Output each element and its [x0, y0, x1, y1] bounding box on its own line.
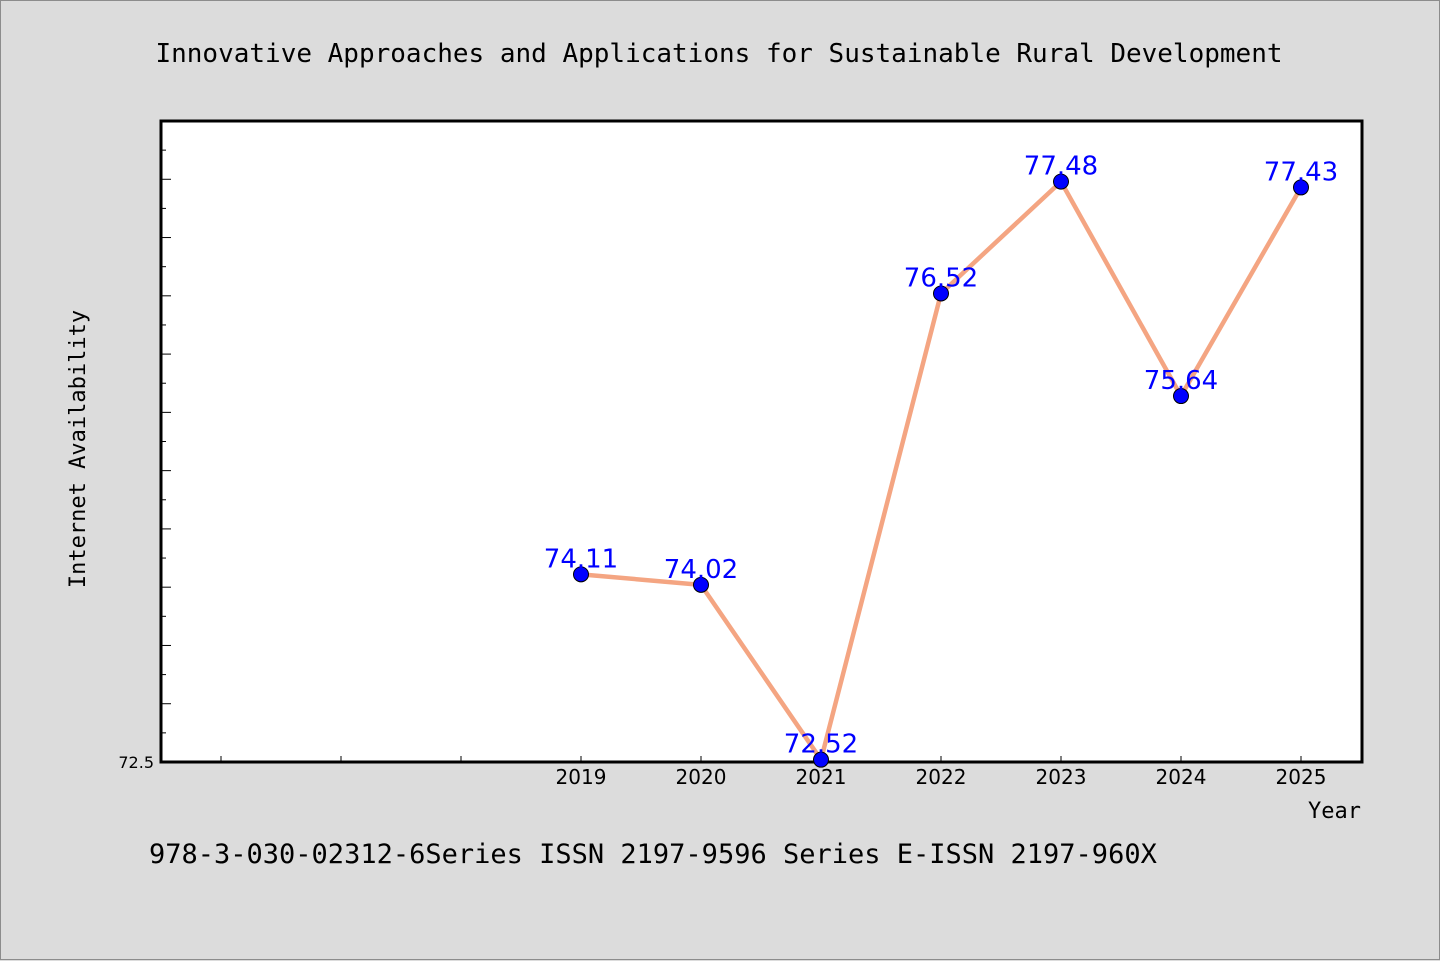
data-label: 74.02	[664, 555, 738, 585]
data-label: 72.52	[784, 730, 858, 760]
footer-text: 978-3-030-02312-6Series ISSN 2197-9596 S…	[149, 839, 1157, 870]
markers-group	[573, 173, 1309, 768]
data-label: 76.52	[904, 263, 978, 293]
x-tick-label: 2024	[1156, 765, 1207, 789]
data-point	[813, 751, 829, 768]
x-tick-label: 2019	[556, 765, 607, 789]
data-label: 77.48	[1024, 152, 1098, 182]
plot-area	[159, 119, 1364, 764]
data-point	[573, 566, 589, 583]
x-tick-label: 2025	[1276, 765, 1327, 789]
data-label: 75.64	[1144, 366, 1218, 396]
x-tick-label: 2022	[916, 765, 967, 789]
x-axis-label: Year	[1308, 799, 1361, 824]
x-tick-label: 2023	[1036, 765, 1087, 789]
data-point	[1293, 179, 1309, 196]
data-labels-group: 74.11 74.02 72.52 76.52 77.48 75.64 77.43	[544, 152, 1338, 760]
x-tick-labels: 2019 2020 2021 2022 2023 2024 2025	[556, 765, 1327, 789]
chart-title: Innovative Approaches and Applications f…	[155, 39, 1282, 69]
x-tick-label: 2021	[796, 765, 847, 789]
data-point	[933, 285, 949, 302]
data-point	[693, 576, 709, 593]
x-tick-label: 2020	[676, 765, 727, 789]
data-label: 77.43	[1264, 157, 1338, 187]
y-axis-ticks	[161, 120, 171, 763]
data-point	[1173, 388, 1189, 405]
data-label: 74.11	[544, 544, 618, 574]
y-axis-label: Internet Availability	[66, 310, 91, 588]
data-point	[1053, 173, 1069, 190]
y-tick-label: 72.5	[118, 753, 154, 772]
